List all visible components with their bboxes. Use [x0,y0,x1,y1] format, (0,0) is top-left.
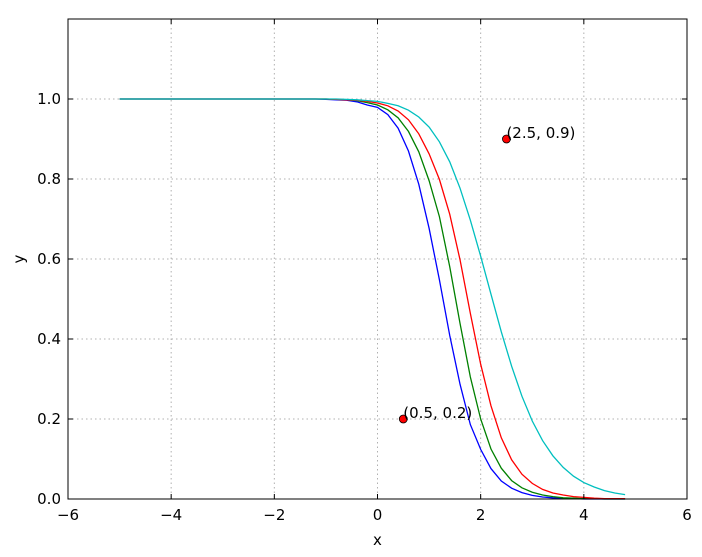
y-tick-label: 0.0 [37,490,61,508]
x-tick-label: −4 [160,506,182,524]
axis-ticks: −6 −4 −2 0 2 4 6 0.0 0.2 0.4 0.6 0.8 1.0 [37,19,692,524]
y-tick-label: 0.4 [37,330,61,348]
y-tick-label: 0.8 [37,170,61,188]
y-tick-label: 1.0 [37,90,61,108]
series-layer [119,98,626,500]
grid [68,19,687,499]
annotation-point-marker [398,414,408,424]
series-line-4 [119,98,626,496]
series-line-3 [119,98,626,500]
x-tick-label: −6 [57,506,79,524]
y-tick-label: 0.6 [37,250,61,268]
x-tick-label: −2 [263,506,285,524]
y-axis-label: y [10,254,28,263]
series-line-2 [119,98,626,500]
annotation-label: (0.5, 0.2) [403,404,472,422]
annotation-label: (2.5, 0.9) [506,124,575,142]
series-line-1 [119,98,626,500]
x-tick-label: 0 [373,506,383,524]
y-tick-label: 0.2 [37,410,61,428]
x-axis-label: x [373,531,382,549]
x-tick-label: 2 [476,506,486,524]
x-tick-label: 4 [579,506,589,524]
x-tick-label: 6 [682,506,692,524]
annotation-point-marker [502,134,511,144]
annotation-points: (0.5, 0.2) (2.5, 0.9) [398,124,575,424]
